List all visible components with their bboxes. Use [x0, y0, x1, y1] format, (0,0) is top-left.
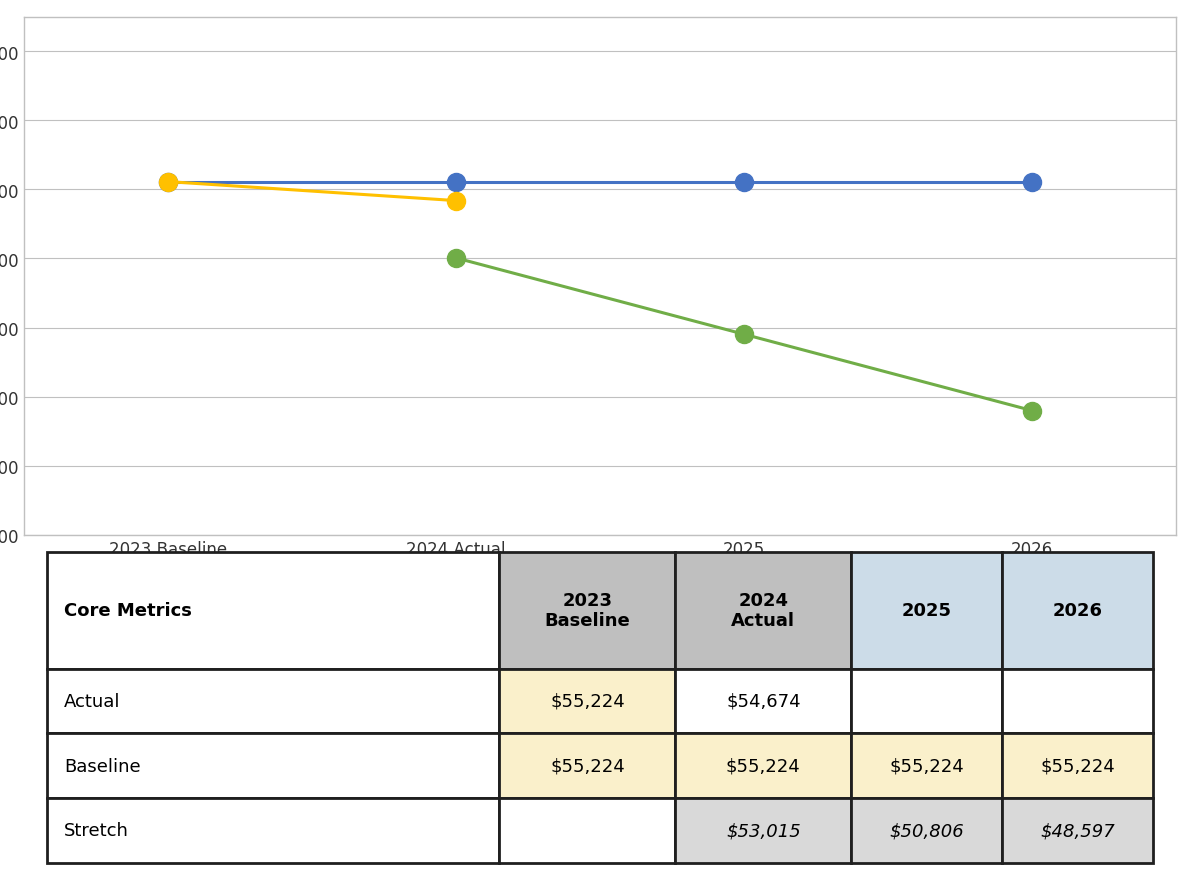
FancyBboxPatch shape — [1002, 798, 1153, 862]
Text: $55,224: $55,224 — [550, 692, 625, 710]
FancyBboxPatch shape — [676, 552, 851, 669]
FancyBboxPatch shape — [499, 798, 676, 862]
FancyBboxPatch shape — [1002, 669, 1153, 733]
Text: Actual: Actual — [65, 692, 121, 710]
FancyBboxPatch shape — [676, 733, 851, 798]
FancyBboxPatch shape — [47, 733, 499, 798]
FancyBboxPatch shape — [47, 669, 499, 733]
Text: $55,224: $55,224 — [550, 757, 625, 774]
Text: Core Metrics: Core Metrics — [65, 601, 192, 619]
FancyBboxPatch shape — [1002, 733, 1153, 798]
Text: $48,597: $48,597 — [1040, 821, 1115, 839]
FancyBboxPatch shape — [676, 798, 851, 862]
Text: $55,224: $55,224 — [889, 757, 964, 774]
Text: $50,806: $50,806 — [889, 821, 964, 839]
FancyBboxPatch shape — [47, 552, 499, 669]
Text: 2026: 2026 — [1052, 601, 1103, 619]
FancyBboxPatch shape — [851, 798, 1002, 862]
FancyBboxPatch shape — [851, 733, 1002, 798]
FancyBboxPatch shape — [499, 669, 676, 733]
FancyBboxPatch shape — [676, 669, 851, 733]
Text: 2025: 2025 — [901, 601, 952, 619]
Text: 2023
Baseline: 2023 Baseline — [545, 591, 630, 630]
Text: Stretch: Stretch — [65, 821, 130, 839]
FancyBboxPatch shape — [47, 798, 499, 862]
FancyBboxPatch shape — [499, 733, 676, 798]
FancyBboxPatch shape — [499, 552, 676, 669]
FancyBboxPatch shape — [851, 669, 1002, 733]
Text: $54,674: $54,674 — [726, 692, 800, 710]
Text: Baseline: Baseline — [65, 757, 140, 774]
Text: 2024
Actual: 2024 Actual — [731, 591, 796, 630]
FancyBboxPatch shape — [1002, 552, 1153, 669]
Text: $55,224: $55,224 — [726, 757, 800, 774]
Text: $53,015: $53,015 — [726, 821, 800, 839]
Text: $55,224: $55,224 — [1040, 757, 1115, 774]
FancyBboxPatch shape — [851, 552, 1002, 669]
Legend: Baseline, Stretch, Actual: Baseline, Stretch, Actual — [394, 587, 806, 619]
